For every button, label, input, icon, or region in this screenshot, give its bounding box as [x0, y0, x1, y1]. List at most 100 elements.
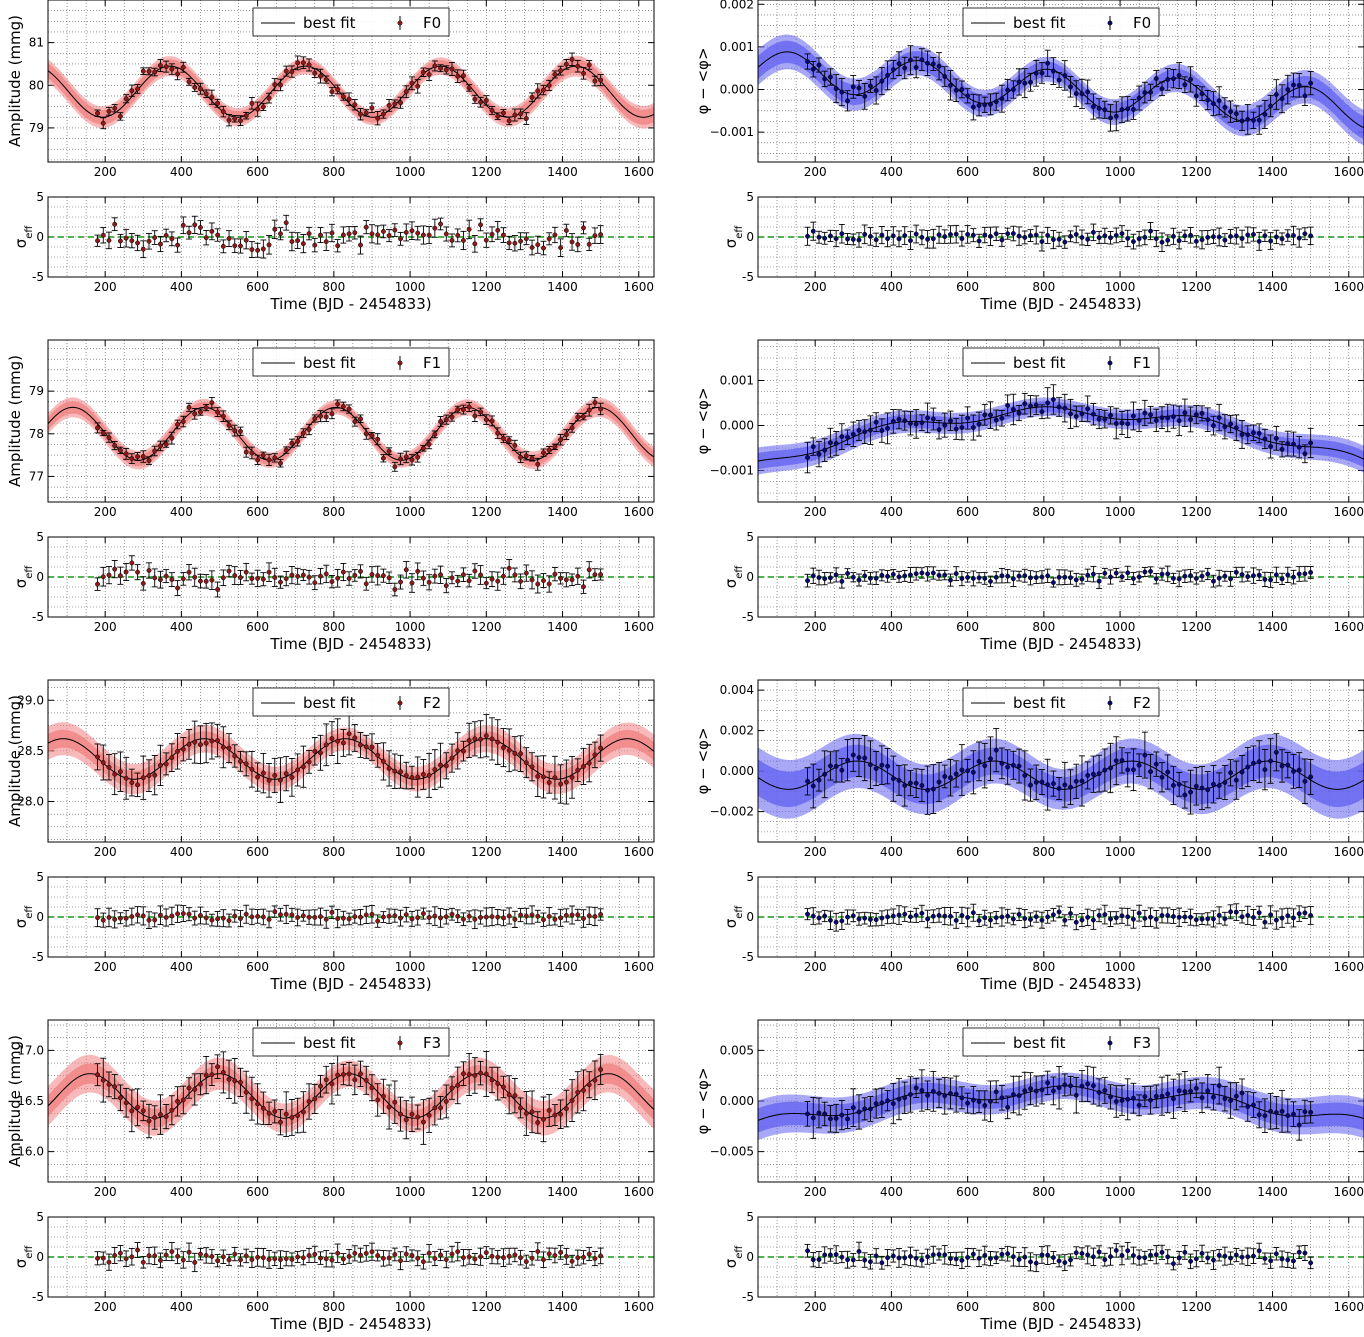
- panel-amplitude-F2-point: [306, 759, 312, 765]
- panel-phase-F0-xtick-label: 800: [1032, 165, 1055, 179]
- panel-phase-F1-point: [839, 434, 845, 440]
- panel-amplitude-F1-point: [209, 400, 215, 406]
- panel-amplitude-F2-residuals-xtick-label: 400: [170, 960, 193, 974]
- panel-amplitude-F1-residuals-point: [306, 574, 312, 580]
- panel-amplitude-F1-ylabel: Amplitude (mmg): [6, 355, 24, 487]
- panel-amplitude-F1-residuals-point: [278, 579, 283, 585]
- panel-phase-F0-legend-mode-label: F0: [1133, 14, 1151, 32]
- panel-amplitude-F0-residuals-point: [192, 222, 198, 228]
- panel-phase-F0-residuals-point: [810, 228, 816, 234]
- panel-phase-F0-residuals-point: [1148, 228, 1154, 234]
- panel-phase-F0-point: [1028, 79, 1033, 85]
- panel-amplitude-F0-point: [552, 71, 558, 77]
- panel-amplitude-F0-point: [483, 97, 489, 103]
- panel-amplitude-F0-point: [358, 111, 363, 117]
- panel-amplitude-F0-residuals-point: [352, 230, 358, 236]
- panel-phase-F1-point: [1005, 402, 1011, 408]
- panel-phase-F2-point: [1136, 762, 1142, 768]
- panel-phase-F2-point: [976, 758, 982, 764]
- panel-amplitude-F0-residuals-point: [243, 237, 249, 243]
- panel-phase-F2-point: [822, 771, 828, 777]
- panel-amplitude-F0-point: [363, 110, 369, 116]
- panel-amplitude-F1-residuals-point: [232, 573, 238, 579]
- panel-amplitude-F1-point: [380, 455, 386, 461]
- panel-amplitude-F2-point: [215, 738, 221, 744]
- panel-amplitude-F1-point: [443, 417, 449, 423]
- panel-phase-F0-residuals-point: [1096, 235, 1102, 240]
- panel-amplitude-F2-point: [472, 736, 478, 742]
- panel-phase-F0-point: [953, 87, 959, 93]
- panel-amplitude-F2-residuals-point: [226, 918, 232, 923]
- panel-phase-F0-point: [827, 74, 833, 80]
- panel-phase-F1-point: [1291, 441, 1296, 447]
- panel-phase-F1-residuals-point: [1211, 578, 1216, 584]
- panel-phase-F2-point: [1285, 762, 1291, 768]
- panel-amplitude-F2-point: [489, 736, 495, 742]
- panel-amplitude-F1-point: [157, 443, 163, 449]
- panel-amplitude-F0-residuals-point: [363, 224, 369, 230]
- panel-amplitude-F1-point: [529, 455, 535, 461]
- panel-phase-F1-residuals-point: [1016, 573, 1022, 579]
- panel-phase-F2-point: [1096, 771, 1102, 777]
- panel-amplitude-F0-residuals-point: [306, 231, 312, 237]
- panel-amplitude-F1-residuals-point: [398, 579, 403, 585]
- panel-amplitude-F1-point: [255, 457, 261, 463]
- panel-amplitude-F1-legend-mode-label: F1: [423, 354, 441, 372]
- panel-amplitude-F1-residuals-point: [203, 578, 209, 584]
- panel-amplitude-F0-residuals-point: [489, 231, 495, 237]
- panel-amplitude-F2-residuals-point: [180, 911, 186, 917]
- panel-phase-F2-body: [758, 728, 1364, 819]
- panel-phase-F2-point: [1199, 785, 1205, 791]
- panel-amplitude-F0-point: [432, 63, 438, 69]
- panel-amplitude-F0-residuals-point: [318, 232, 323, 238]
- panel-amplitude-F2-xtick-label: 400: [170, 845, 193, 859]
- panel-amplitude-F0-residuals-point: [152, 235, 158, 241]
- panel-phase-F2-point: [1119, 757, 1125, 763]
- panel-amplitude-F1-point: [495, 430, 501, 436]
- panel-amplitude-F2-residuals-point: [518, 912, 524, 918]
- panel-phase-F2-point: [1039, 779, 1045, 785]
- panel-amplitude-F1-point: [243, 449, 249, 455]
- panel-phase-F0-ytick-label: 0.000: [720, 83, 754, 97]
- panel-amplitude-F0-point: [249, 100, 255, 106]
- panel-amplitude-F0-point: [392, 101, 398, 107]
- panel-amplitude-F0-residuals-ylabel-symbol: σ: [12, 238, 30, 248]
- panel-amplitude-F2-residuals-point: [403, 912, 409, 918]
- panel-amplitude-F0-residuals-point: [186, 230, 192, 236]
- panel-phase-F0-residuals-point: [1068, 233, 1073, 239]
- panel-phase-F1-residuals-point: [1268, 577, 1274, 583]
- panel-phase-F2-point: [890, 776, 896, 782]
- panel-phase-F1-point: [1108, 412, 1113, 418]
- panel-phase-F1-residuals-point: [1108, 574, 1113, 580]
- panel-phase-F2-point: [1296, 767, 1302, 773]
- panel-phase-F2-point: [1028, 782, 1033, 788]
- panel-amplitude-F1-xtick-label: 1600: [623, 505, 654, 519]
- panel-amplitude-F0-point: [409, 80, 415, 86]
- panel-amplitude-F2-residuals-point: [272, 909, 278, 915]
- panel-phase-F1-point: [999, 415, 1005, 421]
- panel-phase-F1-residuals-point: [896, 574, 902, 580]
- panel-phase-F2-point: [839, 767, 845, 773]
- panel-phase-F0-residuals-point: [970, 232, 976, 238]
- panel-amplitude-F2-residuals-point: [238, 916, 243, 922]
- panel-amplitude-F2-point: [501, 745, 506, 751]
- panel-phase-F1-point: [1119, 420, 1125, 426]
- panel-phase-F1-legend: best fit F1: [962, 347, 1160, 377]
- panel-phase-F2-point: [930, 786, 936, 792]
- panel-phase-F1-residuals: 200 400 600 800 1000 1200 1400 1600 -5 0 5 σeff Time…: [722, 530, 1364, 653]
- panel-amplitude-F1-point: [95, 425, 100, 431]
- panel-amplitude-F0-point: [323, 77, 329, 83]
- panel-phase-F0-xtick-label: 600: [956, 165, 979, 179]
- panel-phase-F1-residuals-point: [1279, 576, 1285, 582]
- panel-amplitude-F1-residuals-point: [386, 575, 392, 581]
- panel-phase-F2-point: [1010, 762, 1016, 768]
- panel-phase-F1-residuals-point: [1170, 575, 1176, 581]
- panel-phase-F0-residuals-point: [1033, 232, 1039, 238]
- panel-amplitude-F1-residuals-point: [563, 577, 569, 583]
- panel-phase-F0-residuals-xtick-label: 600: [956, 280, 979, 294]
- panel-amplitude-F1-point: [403, 454, 409, 460]
- panel-amplitude-F2-residuals-point: [569, 912, 575, 918]
- panel-phase-F1-residuals-point: [982, 575, 988, 581]
- panel-amplitude-F2-residuals-point: [472, 916, 478, 922]
- panel-phase-F1-residuals-point: [1165, 571, 1171, 577]
